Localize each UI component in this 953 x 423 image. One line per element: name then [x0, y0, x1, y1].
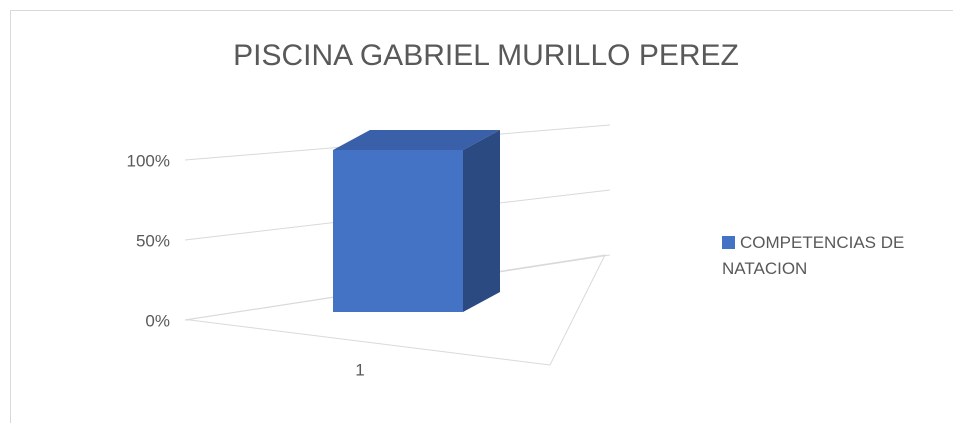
x-tick-label: 1 — [355, 360, 364, 379]
bar — [333, 130, 500, 312]
y-tick-label: 100% — [127, 151, 170, 170]
y-tick-label: 0% — [145, 311, 170, 330]
legend-swatch — [722, 236, 735, 249]
bar-front — [333, 150, 463, 312]
chart-border — [10, 10, 953, 423]
legend: COMPETENCIAS DE NATACION — [722, 230, 942, 282]
legend-label: COMPETENCIAS DE NATACION — [722, 233, 905, 278]
chart-title: PISCINA GABRIEL MURILLO PEREZ — [233, 39, 739, 72]
y-tick-label: 50% — [136, 231, 170, 250]
legend-item: COMPETENCIAS DE NATACION — [722, 230, 942, 282]
bar-top — [333, 130, 500, 150]
bar-side — [463, 130, 500, 312]
